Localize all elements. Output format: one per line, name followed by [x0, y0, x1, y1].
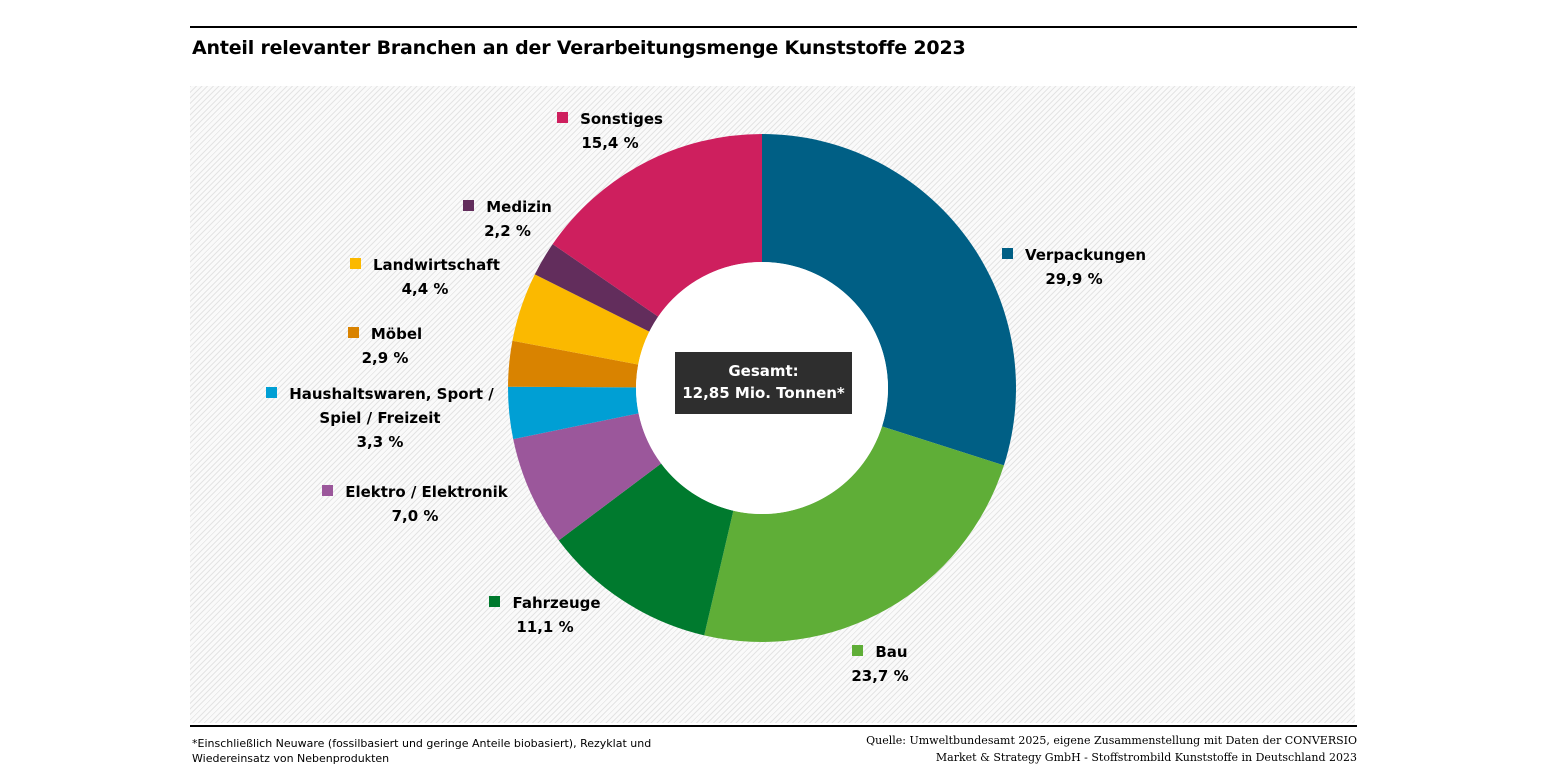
label-name: Medizin	[486, 198, 552, 216]
legend-swatch-verpackungen	[1001, 248, 1013, 259]
label-value: 15,4 %	[581, 134, 639, 152]
label-value: 4,4 %	[401, 280, 449, 298]
legend-swatch-medizin	[463, 200, 475, 211]
label-value: 23,7 %	[851, 667, 909, 685]
label-value: 2,9 %	[361, 349, 409, 367]
footnote: *Einschließlich Neuware (fossilbasiert u…	[192, 736, 712, 766]
footnote-line-2: Wiedereinsatz von Nebenprodukten	[192, 752, 390, 765]
label-landwirtschaft: Landwirtschaft 4,4 %	[335, 253, 515, 301]
source-line-2: Market & Strategy GmbH - Stoffstrombild …	[935, 751, 1357, 764]
slice-elektro-elektronik	[513, 413, 662, 541]
label-value: 7,0 %	[391, 507, 439, 525]
legend-swatch-sonstiges	[557, 112, 569, 123]
label-name-line1: Haushaltswaren, Sport /	[289, 385, 494, 403]
label-name: Sonstiges	[580, 110, 663, 128]
legend-swatch-haushaltswaren	[266, 387, 278, 398]
slice-möbel	[508, 340, 639, 388]
legend-swatch-elektro	[322, 485, 334, 496]
total-box: Gesamt: 12,85 Mio. Tonnen*	[675, 352, 852, 414]
slice-verpackungen	[762, 134, 1016, 466]
total-value: 12,85 Mio. Tonnen*	[682, 384, 845, 402]
top-rule	[190, 26, 1357, 28]
slice-fahrzeuge	[558, 463, 734, 636]
label-medizin: Medizin 2,2 %	[445, 195, 570, 243]
label-value: 11,1 %	[516, 618, 574, 636]
label-elektro: Elektro / Elektronik 7,0 %	[310, 480, 520, 528]
legend-swatch-moebel	[347, 327, 359, 338]
label-haushaltswaren: Haushaltswaren, Sport / Spiel / Freizeit…	[255, 382, 505, 454]
label-name: Möbel	[370, 325, 423, 343]
label-name: Elektro / Elektronik	[345, 483, 508, 501]
label-name-line2: Spiel / Freizeit	[319, 409, 441, 427]
slice-haushaltswaren-sport-spiel-freizeit	[508, 386, 639, 440]
label-verpackungen: Verpackungen 29,9 %	[1000, 243, 1148, 291]
label-name: Verpackungen	[1024, 246, 1147, 264]
footnote-line-1: *Einschließlich Neuware (fossilbasiert u…	[192, 737, 652, 750]
label-value: 3,3 %	[356, 433, 404, 451]
label-sonstiges: Sonstiges 15,4 %	[540, 107, 680, 155]
label-value: 29,9 %	[1045, 270, 1103, 288]
label-fahrzeuge: Fahrzeuge 11,1 %	[480, 591, 610, 639]
label-name: Bau	[875, 643, 908, 661]
legend-swatch-bau	[852, 645, 864, 656]
legend-swatch-landwirtschaft	[350, 258, 361, 269]
slice-landwirtschaft	[512, 274, 650, 365]
bottom-rule	[190, 725, 1357, 727]
legend-swatch-fahrzeuge	[489, 596, 501, 607]
label-bau: Bau 23,7 %	[820, 640, 940, 688]
label-name: Fahrzeuge	[512, 594, 601, 612]
label-moebel: Möbel 2,9 %	[330, 322, 440, 370]
total-label: Gesamt:	[728, 362, 799, 380]
source-note: Quelle: Umweltbundesamt 2025, eigene Zus…	[866, 732, 1357, 766]
slice-bau	[704, 426, 1004, 642]
slice-medizin	[534, 244, 659, 332]
chart-title: Anteil relevanter Branchen an der Verarb…	[192, 37, 966, 59]
source-line-1: Quelle: Umweltbundesamt 2025, eigene Zus…	[866, 734, 1357, 747]
slice-sonstiges	[552, 134, 762, 317]
label-name: Landwirtschaft	[373, 256, 500, 274]
label-value: 2,2 %	[484, 222, 531, 240]
